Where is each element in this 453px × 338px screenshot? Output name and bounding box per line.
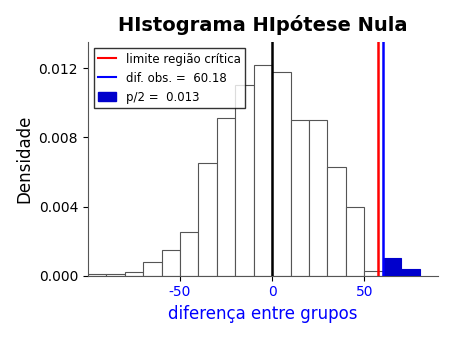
Legend: limite região crítica, dif. obs. =  60.18, p/2 =  0.013: limite região crítica, dif. obs. = 60.18… <box>94 48 245 108</box>
Bar <box>290 120 309 276</box>
Bar <box>383 274 401 276</box>
Bar <box>328 167 346 276</box>
Bar <box>272 72 290 276</box>
Bar <box>106 274 125 276</box>
Bar <box>125 272 143 276</box>
Bar <box>143 262 162 276</box>
Bar <box>88 274 106 276</box>
Bar <box>162 250 180 276</box>
Bar <box>235 86 254 276</box>
Bar <box>254 65 272 276</box>
Bar <box>346 207 364 276</box>
Title: HIstograma HIpótese Nula: HIstograma HIpótese Nula <box>118 15 408 35</box>
Y-axis label: Densidade: Densidade <box>15 115 33 203</box>
Bar <box>401 269 419 276</box>
Bar <box>383 259 401 276</box>
Bar <box>309 120 328 276</box>
Bar <box>180 233 198 276</box>
Bar <box>198 163 217 276</box>
Bar <box>364 270 383 276</box>
X-axis label: diferença entre grupos: diferença entre grupos <box>168 305 357 323</box>
Bar <box>217 118 235 276</box>
